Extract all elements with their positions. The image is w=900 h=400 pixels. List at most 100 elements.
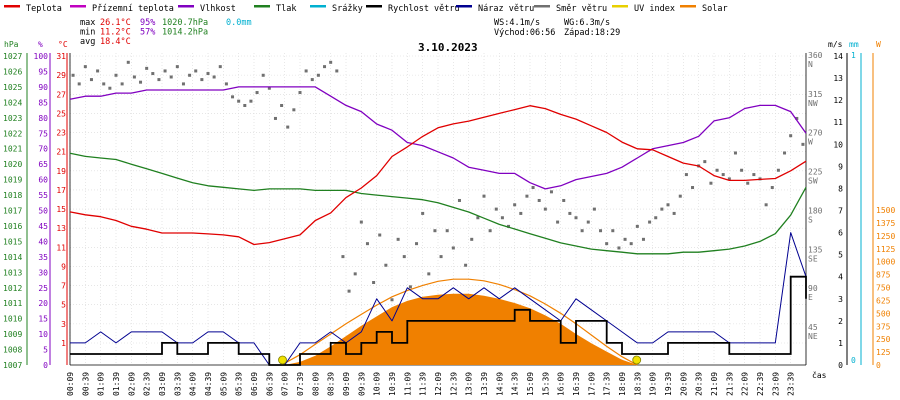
wind-dir-point-53 xyxy=(396,237,400,241)
wind-dir-point-99 xyxy=(678,194,682,198)
tick-dir-name-6: E xyxy=(808,293,813,302)
wind-dir-point-103 xyxy=(703,160,707,164)
wind-dir-point-55 xyxy=(408,285,412,289)
wind-dir-point-95 xyxy=(654,216,658,220)
tick-hpa-8: 1019 xyxy=(3,176,22,185)
wind-dir-point-114 xyxy=(770,186,774,190)
grid-lines xyxy=(69,53,806,365)
tick-x-5: 02:39 xyxy=(143,372,152,396)
tick-x-47: 23:39 xyxy=(787,372,796,396)
tick-hpa-13: 1014 xyxy=(3,253,22,262)
tick-ms-2: 12 xyxy=(833,96,843,105)
wind-dir-point-21 xyxy=(200,78,204,82)
tick-x-36: 18:09 xyxy=(618,372,627,396)
tick-degc-12: 7 xyxy=(61,282,66,291)
wind-dir-point-27 xyxy=(237,99,241,103)
wind-dir-point-72 xyxy=(513,203,517,207)
wind-dir-point-83 xyxy=(580,229,584,233)
tick-w-1: 1375 xyxy=(876,219,895,228)
wind-dir-point-88 xyxy=(611,229,615,233)
tick-pct-7: 65 xyxy=(38,160,48,169)
wind-dir-point-86 xyxy=(599,229,603,233)
stat-2-0: avg xyxy=(80,37,95,47)
legend-label-5: Rychlost větru xyxy=(388,4,460,14)
tick-dir-name-1: NW xyxy=(808,99,818,108)
wind-dir-point-60 xyxy=(439,255,443,259)
tick-degc-8: 15 xyxy=(56,205,66,214)
legend-swatch-6 xyxy=(456,5,472,8)
stat-0-4: 0.0mm xyxy=(226,18,252,28)
tick-degc-9: 13 xyxy=(56,224,66,233)
tick-degc-10: 11 xyxy=(56,243,66,252)
tick-x-6: 03:09 xyxy=(158,372,167,396)
stat-0-2: 95% xyxy=(140,18,155,28)
wind-dir-point-109 xyxy=(740,168,744,172)
tick-w-2: 1250 xyxy=(876,232,895,241)
tick-x-34: 17:09 xyxy=(587,372,596,396)
wind-dir-point-65 xyxy=(470,237,474,241)
tick-x-21: 10:39 xyxy=(388,372,397,396)
stat-wg: WG:6.3m/s xyxy=(564,18,610,28)
wind-dir-point-62 xyxy=(451,246,455,250)
wind-dir-point-76 xyxy=(537,198,541,202)
tick-hpa-15: 1012 xyxy=(3,284,22,293)
wind-dir-point-8 xyxy=(120,82,124,86)
wind-dir-point-43 xyxy=(335,69,339,73)
tick-hpa-11: 1016 xyxy=(3,222,22,231)
tick-pct-0: 100 xyxy=(34,52,49,61)
tick-pct-2: 90 xyxy=(38,83,48,92)
tick-pct-1: 95 xyxy=(38,67,48,76)
tick-pct-17: 15 xyxy=(38,315,48,324)
tick-hpa-18: 1009 xyxy=(3,330,22,339)
wind-dir-point-67 xyxy=(482,194,486,198)
wind-dir-point-28 xyxy=(243,103,247,107)
tick-w-7: 625 xyxy=(876,296,891,305)
tick-dir-deg-4: 180 xyxy=(808,206,823,215)
tick-x-2: 01:09 xyxy=(97,372,106,396)
wind-dir-point-7 xyxy=(114,73,118,77)
tick-x-27: 13:39 xyxy=(480,372,489,396)
legend-swatch-1 xyxy=(70,5,86,8)
wind-dir-point-78 xyxy=(549,190,553,194)
wind-dir-point-59 xyxy=(433,229,437,233)
wind-dir-point-71 xyxy=(507,224,511,228)
tick-pct-13: 35 xyxy=(38,253,48,262)
sunset-marker xyxy=(632,355,642,365)
wind-dir-point-44 xyxy=(341,255,345,259)
stat-ws: WS:4.1m/s xyxy=(494,18,540,28)
legend-swatch-4 xyxy=(310,5,326,8)
tick-dir-deg-1: 315 xyxy=(808,90,823,99)
wind-dir-point-41 xyxy=(323,65,327,69)
wind-dir-point-66 xyxy=(476,216,480,220)
wind-dir-point-107 xyxy=(727,177,731,181)
wind-dir-point-29 xyxy=(249,99,253,103)
tick-x-33: 16:39 xyxy=(572,372,581,396)
tick-hpa-20: 1007 xyxy=(3,361,22,370)
wind-dir-point-91 xyxy=(629,242,633,246)
wind-dir-point-33 xyxy=(273,116,277,120)
series-pressure xyxy=(69,152,807,255)
wind-dir-point-111 xyxy=(752,173,756,177)
tick-x-15: 07:39 xyxy=(296,372,305,396)
legend-label-8: UV index xyxy=(634,4,675,14)
tick-dir-deg-5: 135 xyxy=(808,245,823,254)
tick-x-28: 14:09 xyxy=(495,372,504,396)
tick-degc-0: 31 xyxy=(56,52,66,61)
wind-dir-point-116 xyxy=(783,151,787,155)
tick-pct-3: 85 xyxy=(38,98,48,107)
wind-dir-point-40 xyxy=(316,73,320,77)
wind-dir-point-52 xyxy=(390,298,394,302)
series-humidity xyxy=(69,86,807,190)
tick-ms-1: 13 xyxy=(833,74,843,83)
tick-dir-deg-2: 270 xyxy=(808,129,823,138)
tick-pct-16: 20 xyxy=(38,299,48,308)
wind-dir-point-50 xyxy=(378,233,382,237)
wind-dir-point-105 xyxy=(715,168,719,172)
tick-pct-4: 80 xyxy=(38,114,48,123)
tick-w-12: 0 xyxy=(876,361,881,370)
axis-title-degc: °C xyxy=(58,40,68,49)
wind-dir-point-36 xyxy=(292,108,296,112)
tick-mm-1: 0 xyxy=(851,356,856,365)
tick-dir-name-4: S xyxy=(808,215,813,224)
tick-dir-name-3: SW xyxy=(808,177,818,186)
